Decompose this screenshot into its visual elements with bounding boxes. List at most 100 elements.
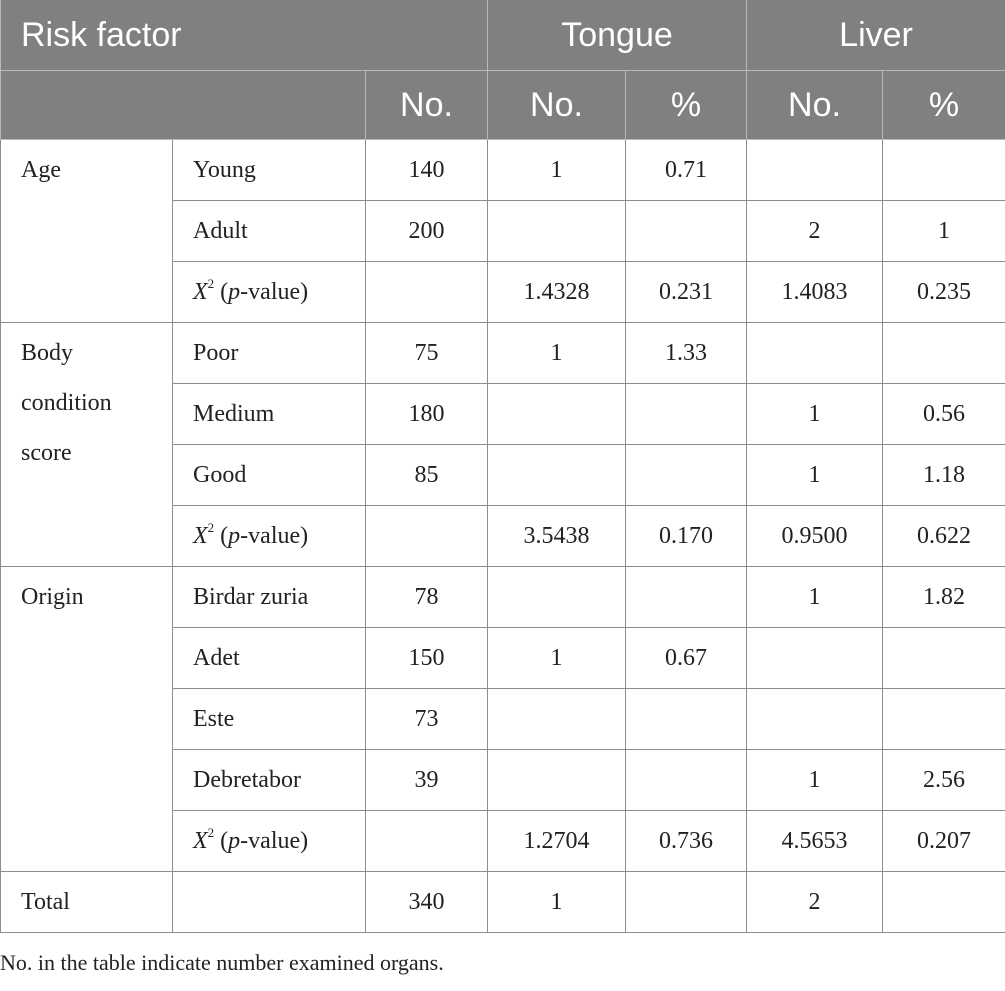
cell-liver-no: 1 [746, 383, 884, 445]
header-total-no: No. [365, 70, 488, 140]
header-tongue-no: No. [487, 70, 626, 140]
cell-tongue-pct: 1.33 [624, 322, 748, 384]
header-tongue-pct: % [624, 70, 748, 140]
header-blank [0, 70, 366, 140]
cell-tongue-no [487, 749, 626, 811]
subgroup-label: Adet [172, 627, 366, 689]
cell-liver-no: 1 [746, 749, 884, 811]
subgroup-label: Debretabor [172, 749, 366, 811]
table-row-total: Total 340 1 2 [0, 871, 1005, 933]
subgroup-label: Adult [172, 200, 366, 262]
risk-factor-table: Risk factor Tongue Liver No. No. % No. %… [0, 0, 1005, 933]
cell-tongue-p: 0.170 [624, 505, 748, 567]
cell-tongue-p: 0.231 [624, 261, 748, 323]
cell-total-n: 340 [365, 871, 488, 933]
total-label: Total [0, 871, 173, 933]
cell-n: 85 [365, 444, 488, 506]
cell-n [365, 261, 488, 323]
subgroup-label: Birdar zuria [172, 566, 366, 628]
cell-n: 75 [365, 322, 488, 384]
cell-liver-pct: 1.18 [882, 444, 1005, 506]
cell-liver-no: 1 [746, 444, 884, 506]
cell-tongue-p: 0.736 [624, 810, 748, 872]
cell-n: 200 [365, 200, 488, 262]
header-liver: Liver [746, 0, 1005, 71]
cell-liver-chi: 0.9500 [746, 505, 884, 567]
cell-liver-chi: 4.5653 [746, 810, 884, 872]
table-row: Age Young 140 1 0.71 [0, 139, 1005, 323]
table-row: Adult 200 2 1 [1, 200, 1005, 262]
cell-liver-pct: 2.56 [882, 749, 1005, 811]
cell-liver-no [746, 627, 884, 689]
subgroup-label: Young [172, 139, 366, 201]
chi-square-label: X2 (p-value) [172, 505, 366, 567]
header-liver-no: No. [746, 70, 884, 140]
cell-total-tongue-no: 1 [487, 871, 626, 933]
cell-liver-chi: 1.4083 [746, 261, 884, 323]
chi-square-label: X2 (p-value) [172, 810, 366, 872]
group-label-body-condition: Body condition score [0, 322, 173, 567]
table-row: Body condition score Poor 75 1 1.33 [0, 322, 1005, 567]
cell-tongue-no [487, 688, 626, 750]
cell-liver-no: 1 [746, 566, 884, 628]
cell-tongue-pct [624, 200, 748, 262]
cell-total-tongue-pct [624, 871, 748, 933]
cell-liver-p: 0.622 [882, 505, 1005, 567]
cell-tongue-no [487, 200, 626, 262]
cell-liver-no: 2 [746, 200, 884, 262]
group-label-origin: Origin [0, 566, 173, 872]
cell-liver-p: 0.235 [882, 261, 1005, 323]
cell-tongue-pct [624, 566, 748, 628]
cell-tongue-pct [624, 749, 748, 811]
cell-n [365, 505, 488, 567]
cell-n: 150 [365, 627, 488, 689]
cell-liver-pct [882, 627, 1005, 689]
table-row: Adet 150 1 0.67 [1, 627, 1005, 689]
cell-n: 180 [365, 383, 488, 445]
cell-liver-no [746, 139, 884, 201]
cell-tongue-chi: 1.2704 [487, 810, 626, 872]
cell-tongue-no [487, 444, 626, 506]
table-row: Este 73 [1, 688, 1005, 750]
table-row: Good 85 1 1.18 [1, 444, 1005, 506]
subgroup-label: Este [172, 688, 366, 750]
cell-tongue-no [487, 566, 626, 628]
cell-liver-pct: 1 [882, 200, 1005, 262]
table-footnote: No. in the table indicate number examine… [0, 950, 444, 975]
table-row: X2 (p-value) 1.4328 0.231 1.4083 0.235 [1, 261, 1005, 323]
cell-liver-p: 0.207 [882, 810, 1005, 872]
cell-n: 73 [365, 688, 488, 750]
cell-n: 39 [365, 749, 488, 811]
cell-tongue-chi: 3.5438 [487, 505, 626, 567]
subgroup-label [172, 871, 366, 933]
cell-liver-pct [882, 139, 1005, 201]
cell-total-liver-pct [882, 871, 1005, 933]
header-tongue: Tongue [486, 0, 748, 71]
cell-liver-pct: 0.56 [882, 383, 1005, 445]
cell-tongue-no [487, 383, 626, 445]
cell-tongue-no: 1 [487, 322, 626, 384]
cell-n: 78 [365, 566, 488, 628]
cell-tongue-pct [624, 688, 748, 750]
cell-tongue-pct: 0.67 [624, 627, 748, 689]
cell-tongue-pct [624, 444, 748, 506]
table-row: X2 (p-value) 1.2704 0.736 4.5653 0.207 [1, 810, 1005, 872]
cell-tongue-chi: 1.4328 [487, 261, 626, 323]
cell-total-liver-no: 2 [746, 871, 884, 933]
cell-n [365, 810, 488, 872]
group-label-age: Age [0, 139, 173, 323]
table-row: Origin Birdar zuria 78 1 1.82 [0, 566, 1005, 872]
cell-tongue-pct [624, 383, 748, 445]
cell-liver-no [746, 688, 884, 750]
table-row: Debretabor 39 1 2.56 [1, 749, 1005, 811]
cell-liver-pct [882, 322, 1005, 384]
subgroup-label: Medium [172, 383, 366, 445]
chi-square-label: X2 (p-value) [172, 261, 366, 323]
cell-liver-no [746, 322, 884, 384]
table-row: Medium 180 1 0.56 [1, 383, 1005, 445]
subgroup-label: Poor [172, 322, 366, 384]
cell-tongue-no: 1 [487, 627, 626, 689]
cell-n: 140 [365, 139, 488, 201]
cell-tongue-no: 1 [487, 139, 626, 201]
cell-tongue-pct: 0.71 [624, 139, 748, 201]
